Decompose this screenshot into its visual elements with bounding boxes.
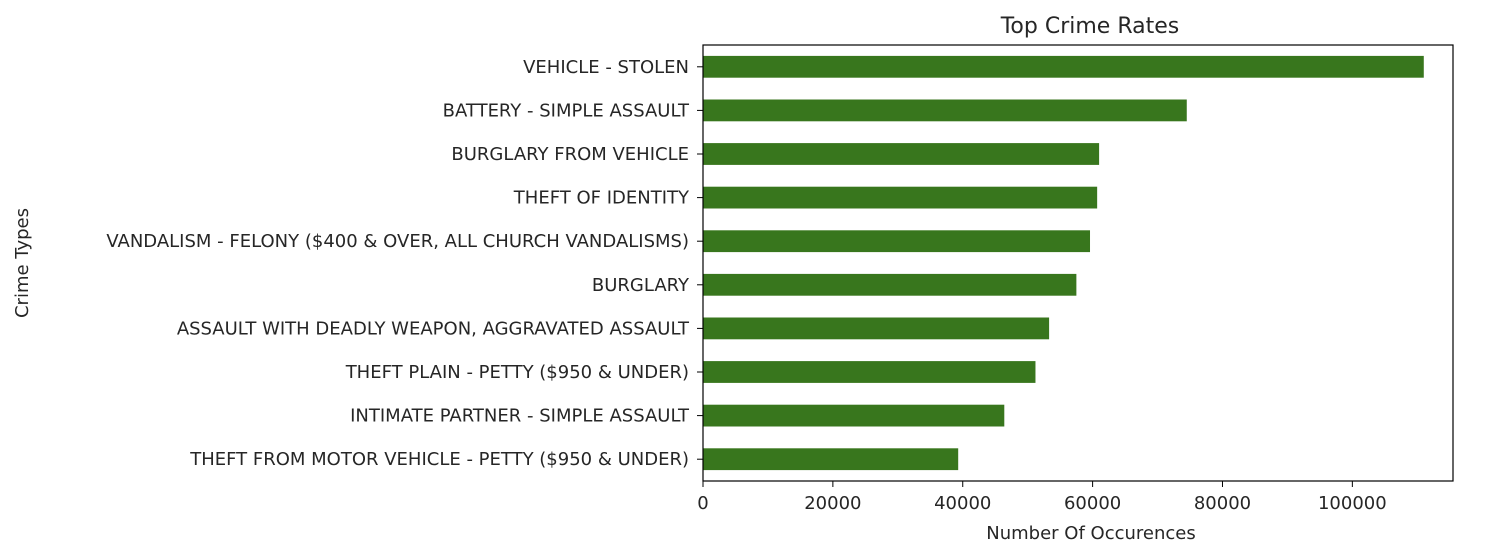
bar	[703, 361, 1036, 383]
category-label: THEFT FROM MOTOR VEHICLE - PETTY ($950 &…	[189, 449, 689, 470]
chart-title: Top Crime Rates	[1000, 14, 1180, 39]
bar	[703, 55, 1424, 78]
category-label: BURGLARY	[592, 275, 690, 296]
plot-frame	[702, 44, 1454, 482]
bar	[703, 230, 1091, 253]
bar	[703, 404, 1005, 427]
category-label: THEFT PLAIN - PETTY ($950 & UNDER)	[345, 362, 689, 383]
y-axis-title: Crime Types	[12, 208, 33, 318]
category-label: BATTERY - SIMPLE ASSAULT	[443, 100, 690, 121]
x-axis-title: Number Of Occurences	[986, 523, 1195, 544]
bar	[703, 99, 1187, 122]
category-label: VEHICLE - STOLEN	[523, 57, 689, 78]
category-label: THEFT OF IDENTITY	[513, 188, 690, 209]
x-tick-label: 40000	[934, 493, 991, 514]
x-tick-label: 20000	[804, 493, 861, 514]
x-tick-label: 0	[697, 493, 708, 514]
category-label: ASSAULT WITH DEADLY WEAPON, AGGRAVATED A…	[177, 318, 690, 339]
x-tick-label: 100000	[1318, 493, 1387, 514]
category-label: VANDALISM - FELONY ($400 & OVER, ALL CHU…	[106, 231, 689, 252]
bar	[703, 186, 1098, 209]
x-tick-label: 60000	[1064, 493, 1121, 514]
bar	[703, 273, 1077, 296]
category-labels: VEHICLE - STOLEN BATTERY - SIMPLE ASSAULT…	[106, 57, 703, 470]
x-axis-ticks: 0 20000 40000 60000 80000 100000	[697, 481, 1387, 514]
category-label: INTIMATE PARTNER - SIMPLE ASSAULT	[350, 406, 690, 427]
bar	[703, 317, 1050, 340]
bar	[703, 143, 1100, 165]
x-tick-label: 80000	[1194, 493, 1251, 514]
category-label: BURGLARY FROM VEHICLE	[451, 144, 689, 165]
bars-layer	[703, 55, 1424, 471]
bar	[703, 448, 959, 471]
